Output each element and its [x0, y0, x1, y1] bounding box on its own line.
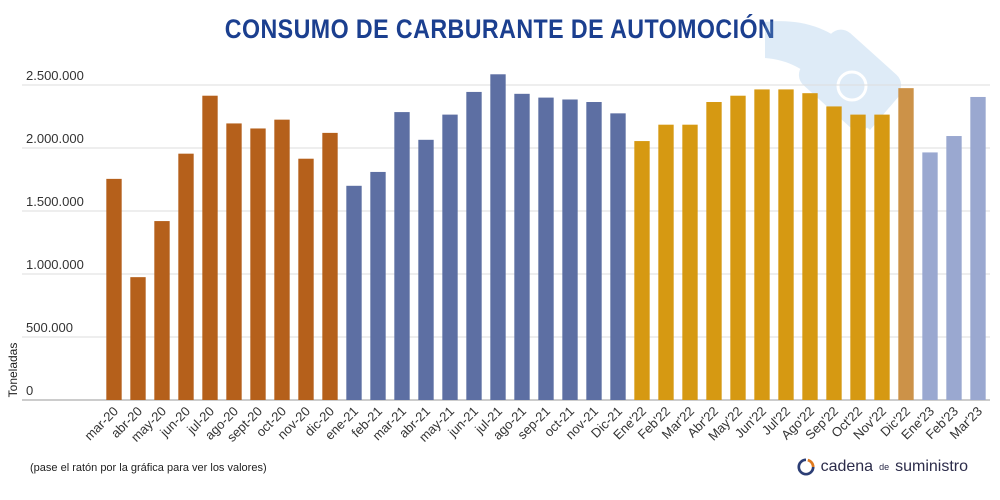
- bar-ago-21[interactable]: ago-21: 2.430.000: [514, 93, 530, 400]
- bar-Ago'22[interactable]: Ago'22: 2.435.000: [802, 93, 818, 400]
- bar-mar-20[interactable]: mar-20: 1.755.000: [106, 178, 122, 400]
- hover-hint: (pase el ratón por la gráfica para ver l…: [30, 462, 267, 474]
- bar-jun-20[interactable]: jun-20: 1.955.000: [178, 153, 194, 400]
- bar-Ene'23[interactable]: Ene'23: 1.965.000: [922, 152, 938, 400]
- bar-sept-20[interactable]: sept-20: 2.155.000: [250, 128, 266, 400]
- bar-abr-21[interactable]: abr-21: 2.065.000: [418, 139, 434, 400]
- bar-sep-21[interactable]: sep-21: 2.400.000: [538, 97, 554, 400]
- cadena-logo-icon: [797, 458, 815, 476]
- bar-Jul'22[interactable]: Jul'22: 2.465.000: [778, 89, 794, 400]
- bar-Feb'23[interactable]: Feb'23: 2.095.000: [946, 136, 962, 400]
- bar-abr-20[interactable]: abr-20: 975.000: [130, 277, 146, 400]
- bar-nov-21[interactable]: nov-21: 2.365.000: [586, 102, 602, 400]
- bar-nov-20[interactable]: nov-20: 1.915.000: [298, 158, 314, 400]
- y-tick-label: 2.000.000: [26, 131, 84, 146]
- bar-May'22[interactable]: May'22: 2.415.000: [730, 95, 746, 401]
- bar-jul-21[interactable]: jul-21: 2.585.000: [490, 74, 506, 400]
- bar-Dic-21[interactable]: Dic-21: 2.275.000: [610, 113, 626, 400]
- bar-oct-21[interactable]: oct-21: 2.385.000: [562, 99, 578, 401]
- chart-title: CONSUMO DE CARBURANTE DE AUTOMOCIÓN: [224, 14, 776, 44]
- bar-Oct'22[interactable]: Oct'22: 2.265.000: [850, 114, 866, 401]
- bar-oct-20[interactable]: oct-20: 2.225.000: [274, 119, 290, 401]
- bar-Jun'22[interactable]: Jun'22: 2.465.000: [754, 89, 770, 400]
- y-tick-label: 2.500.000: [26, 68, 84, 83]
- bar-chart[interactable]: mar-20: 1.755.000 abr-20: 975.000 may-20: …: [0, 0, 1000, 460]
- brand-text-main: cadena: [820, 458, 874, 475]
- y-tick-label: 1.500.000: [26, 194, 84, 209]
- brand-logo: cadena de suministro: [797, 458, 968, 476]
- y-axis-label: Toneladas: [6, 343, 20, 398]
- bar-jun-21[interactable]: jun-21: 2.445.000: [466, 91, 482, 401]
- brand-text-small: de: [879, 462, 890, 472]
- bar-may-21[interactable]: may-21: 2.265.000: [442, 114, 458, 401]
- y-tick-label: 500.000: [26, 320, 73, 335]
- brand-text-end: suministro: [895, 458, 968, 475]
- bar-Feb'22[interactable]: Feb'22: 2.185.000: [658, 124, 674, 400]
- fuel-pump-watermark-icon: [765, 21, 902, 131]
- bar-jul-20[interactable]: jul-20: 2.415.000: [202, 95, 218, 401]
- bar-Abr'22[interactable]: Abr'22: 2.365.000: [706, 102, 722, 400]
- bar-ene-21[interactable]: ene-21: 1.700.000: [346, 185, 362, 400]
- bar-dic-20[interactable]: dic-20: 2.120.000: [322, 132, 338, 400]
- bar-Nov'22[interactable]: Nov'22: 2.265.000: [874, 114, 890, 401]
- bar-Mar'22[interactable]: Mar'22: 2.185.000: [682, 124, 698, 400]
- y-tick-label: 1.000.000: [26, 257, 84, 272]
- bar-may-20[interactable]: may-20: 1.420.000: [154, 221, 170, 400]
- y-tick-label: 0: [26, 383, 33, 398]
- bar-Ene'22[interactable]: Ene'22: 2.055.000: [634, 141, 650, 400]
- bar-feb-21[interactable]: feb-21: 1.810.000: [370, 171, 386, 400]
- bar-Sep'22[interactable]: Sep'22: 2.330.000: [826, 106, 842, 401]
- bar-ago-20[interactable]: ago-20: 2.195.000: [226, 123, 242, 401]
- bar-Dic'22[interactable]: Dic'22: 2.475.000: [898, 88, 914, 401]
- bar-mar-21[interactable]: mar-21: 2.285.000: [394, 112, 410, 400]
- bar-Mar'23[interactable]: Mar'23: 2.405.000: [970, 96, 986, 400]
